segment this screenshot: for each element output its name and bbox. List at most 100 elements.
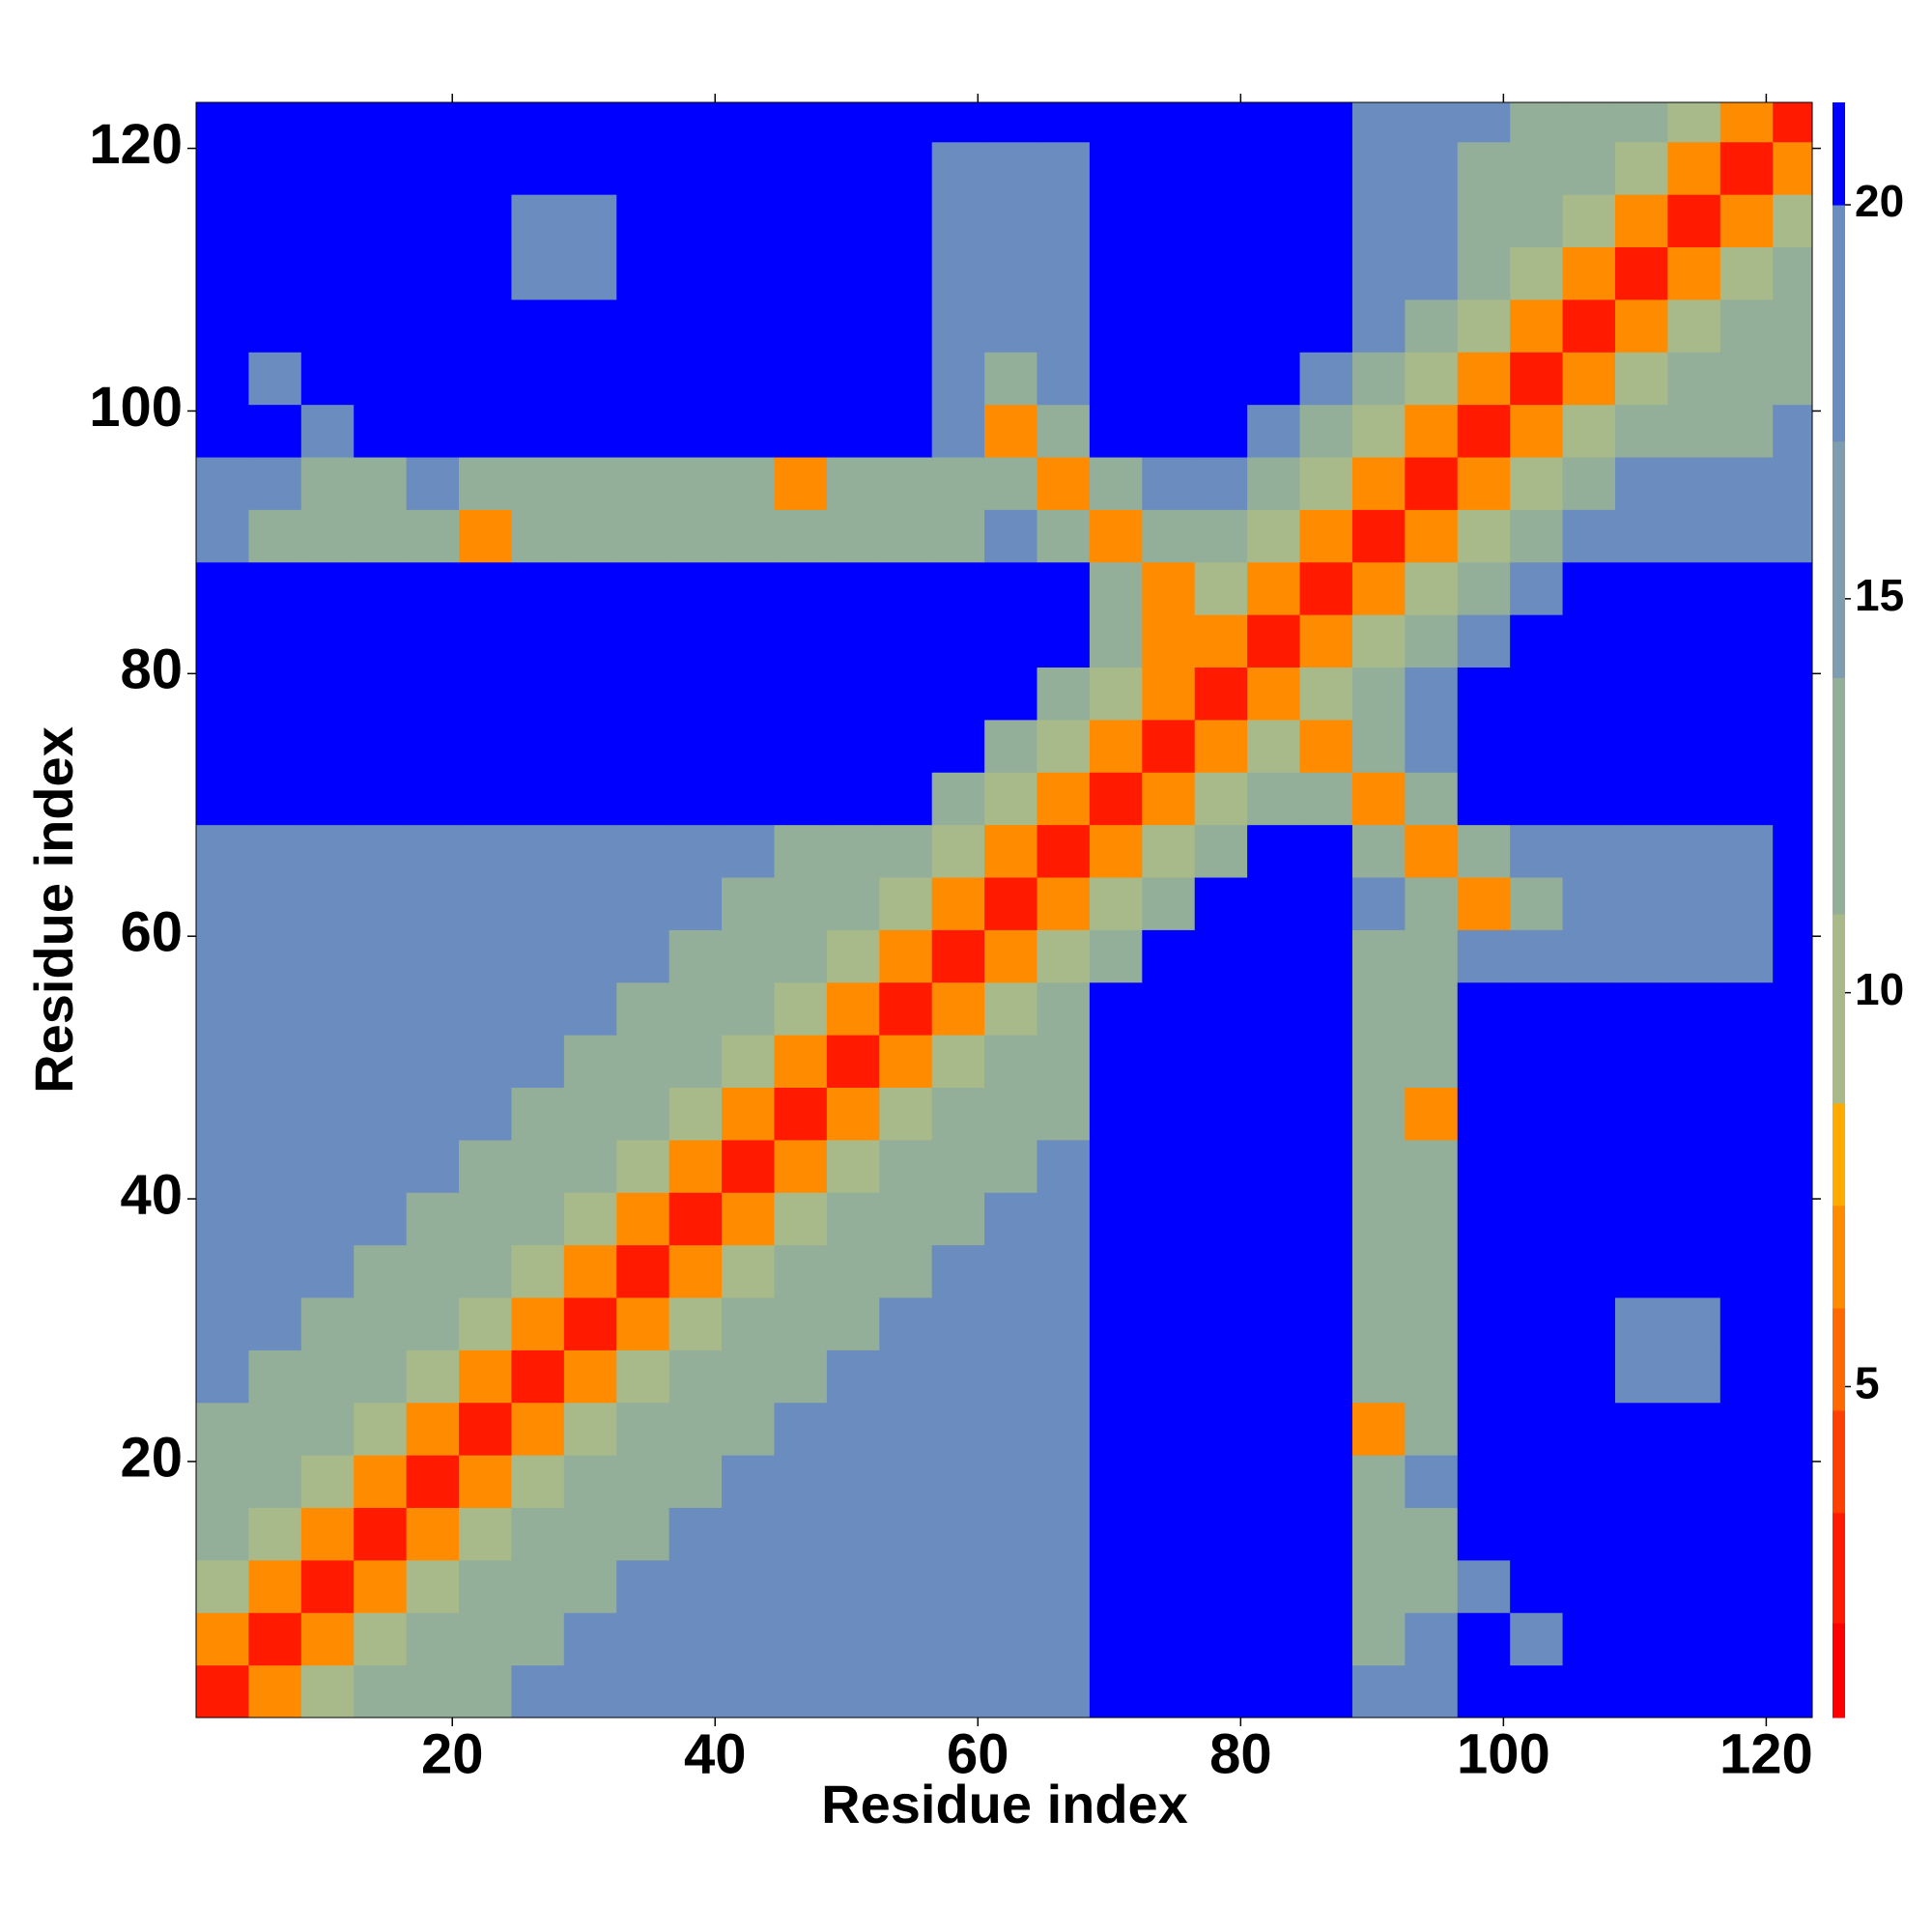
heatmap-cell xyxy=(826,1035,880,1089)
heatmap-cell xyxy=(459,404,512,458)
heatmap-cell xyxy=(1299,141,1353,195)
heatmap-cell xyxy=(1037,1559,1091,1613)
heatmap-cell xyxy=(406,1664,460,1718)
heatmap-cell xyxy=(459,352,512,406)
heatmap-cell xyxy=(1667,509,1721,563)
heatmap-cell xyxy=(1510,719,1564,773)
x-tick-label: 100 xyxy=(1457,1722,1550,1785)
heatmap-cell xyxy=(1247,1350,1301,1404)
heatmap-cell xyxy=(1247,929,1301,983)
heatmap-cell xyxy=(1614,1455,1668,1509)
heatmap-cell xyxy=(1037,1139,1091,1193)
heatmap-cell xyxy=(406,298,460,353)
heatmap-cell xyxy=(563,1087,617,1141)
heatmap-cell xyxy=(248,877,302,930)
heatmap-cell xyxy=(1405,509,1459,563)
heatmap-cell xyxy=(616,194,670,248)
heatmap-cell xyxy=(1089,1664,1143,1718)
heatmap-cell xyxy=(668,404,723,458)
heatmap-cell xyxy=(1719,1455,1774,1509)
heatmap-cell xyxy=(511,102,565,143)
heatmap-cell xyxy=(826,457,880,510)
heatmap-cell xyxy=(1351,1087,1406,1141)
heatmap-cell xyxy=(1089,246,1143,300)
heatmap-cell xyxy=(459,1035,512,1089)
heatmap-cell xyxy=(616,298,670,353)
heatmap-cell xyxy=(1773,561,1812,615)
heatmap-cell xyxy=(774,824,828,878)
heatmap-cell xyxy=(300,1035,355,1089)
heatmap-cell xyxy=(1457,1192,1511,1246)
heatmap-cell xyxy=(722,1192,775,1246)
heatmap-cell xyxy=(1773,246,1812,300)
heatmap-cell xyxy=(1614,352,1668,406)
heatmap-cell xyxy=(354,1350,408,1404)
heatmap-cell xyxy=(1510,404,1564,458)
heatmap-cell xyxy=(1667,929,1721,983)
heatmap-cell xyxy=(248,929,302,983)
heatmap-cell xyxy=(406,141,460,195)
heatmap-cell xyxy=(406,1455,460,1509)
heatmap-cell xyxy=(668,1350,723,1404)
heatmap-cell xyxy=(354,614,408,668)
heatmap-cell xyxy=(826,561,880,615)
heatmap-cell xyxy=(511,1507,565,1561)
heatmap-cell xyxy=(1089,1559,1143,1613)
heatmap-cell xyxy=(1351,1455,1406,1509)
heatmap-cell xyxy=(1719,1350,1774,1404)
heatmap-cell xyxy=(1194,1192,1248,1246)
heatmap-cell xyxy=(668,194,723,248)
heatmap-cell xyxy=(1194,1612,1248,1666)
heatmap-cell xyxy=(1299,1139,1353,1193)
heatmap-cell xyxy=(1037,102,1091,143)
heatmap-cell xyxy=(511,404,565,458)
heatmap-cell xyxy=(1562,1192,1616,1246)
heatmap-cell xyxy=(616,246,670,300)
heatmap-cell xyxy=(1405,877,1459,930)
heatmap-cell xyxy=(722,1559,775,1613)
heatmap-cell xyxy=(1247,772,1301,826)
heatmap-cell xyxy=(984,1139,1038,1193)
heatmap-cell xyxy=(511,141,565,195)
heatmap-cell xyxy=(406,457,460,510)
heatmap-cell xyxy=(248,1139,302,1193)
colorbar-segment xyxy=(1833,205,1845,442)
heatmap-cell xyxy=(668,1139,723,1193)
heatmap-cell xyxy=(1614,509,1668,563)
heatmap-cell xyxy=(774,1559,828,1613)
heatmap-cell xyxy=(1351,141,1406,195)
heatmap-cell xyxy=(984,981,1038,1036)
heatmap-cell xyxy=(931,772,985,826)
heatmap-cell xyxy=(1089,298,1143,353)
heatmap-cell xyxy=(459,877,512,930)
heatmap-cell xyxy=(1247,1455,1301,1509)
heatmap-cell xyxy=(563,246,617,300)
heatmap-cell xyxy=(300,561,355,615)
heatmap-cell xyxy=(722,719,775,773)
heatmap-cell xyxy=(1194,141,1248,195)
heatmap-cell xyxy=(931,298,985,353)
heatmap-cell xyxy=(774,614,828,668)
heatmap-cell xyxy=(1510,1612,1564,1666)
heatmap-cell xyxy=(459,1297,512,1350)
heatmap-cell xyxy=(1037,1035,1091,1089)
heatmap-cell xyxy=(1457,1402,1511,1456)
heatmap-cell xyxy=(1562,1612,1616,1666)
heatmap-cell xyxy=(1299,1087,1353,1141)
heatmap-cell xyxy=(774,1402,828,1456)
heatmap-cell xyxy=(826,1612,880,1666)
heatmap-cell xyxy=(984,1035,1038,1089)
heatmap-cell xyxy=(616,457,670,510)
heatmap-cell xyxy=(984,1244,1038,1298)
heatmap-cell xyxy=(1614,877,1668,930)
heatmap-cell xyxy=(300,1455,355,1509)
heatmap-cell xyxy=(459,667,512,721)
heatmap-cell xyxy=(722,1139,775,1193)
heatmap-cell xyxy=(826,772,880,826)
heatmap-cell xyxy=(1142,298,1196,353)
heatmap-cell xyxy=(563,141,617,195)
heatmap-cell xyxy=(1614,1507,1668,1561)
heatmap-cell xyxy=(511,1664,565,1718)
x-tick-label: 80 xyxy=(1209,1722,1272,1785)
heatmap-cell xyxy=(1299,719,1353,773)
